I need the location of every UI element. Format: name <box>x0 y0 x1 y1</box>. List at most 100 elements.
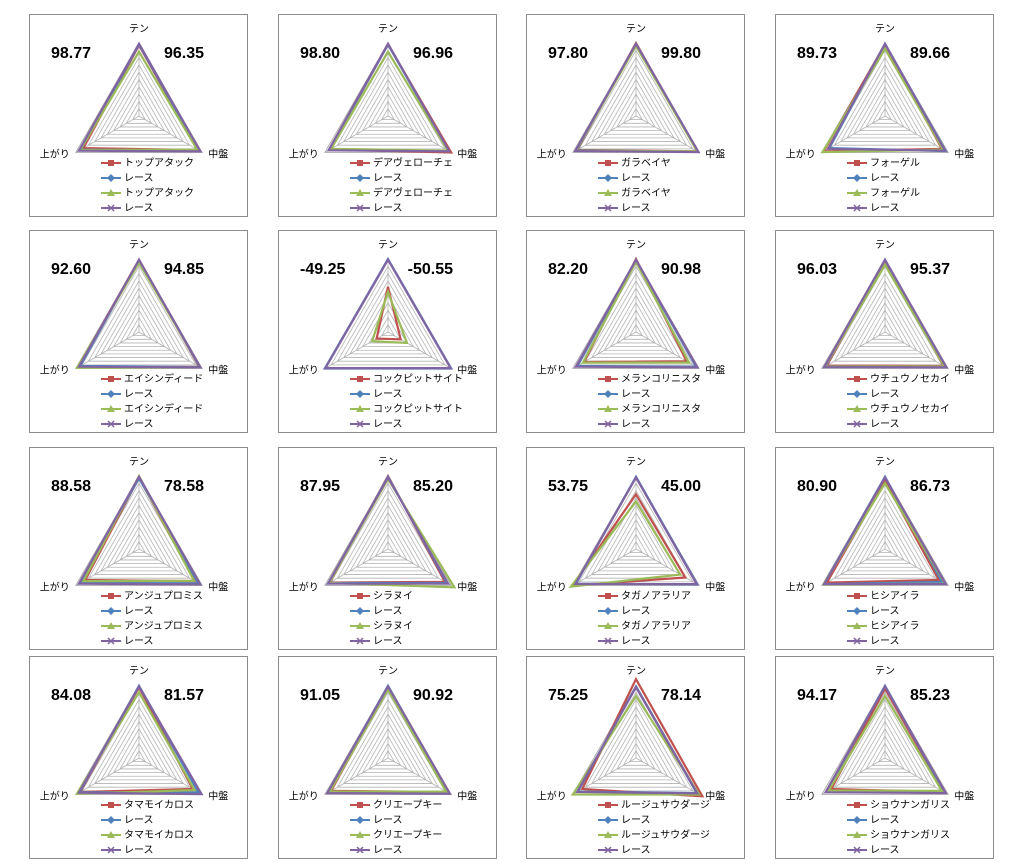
score: 91.05 <box>300 687 340 704</box>
axis-label: 上がり <box>537 581 567 594</box>
legend-marker <box>356 189 364 196</box>
legend-marker <box>108 160 114 166</box>
grid-ring <box>119 526 159 561</box>
grid-ring <box>603 720 669 777</box>
legend-marker <box>605 160 611 166</box>
score: 89.73 <box>797 45 837 62</box>
legend-marker <box>356 390 364 398</box>
grid-ring <box>852 720 918 777</box>
series-line <box>570 492 688 587</box>
spoke <box>572 548 637 586</box>
grid-ring <box>597 71 675 139</box>
legend-marker <box>107 420 115 428</box>
legend-marker <box>853 204 861 212</box>
legend-label: レース <box>621 636 651 647</box>
grid-ring <box>336 489 440 579</box>
grid-ring <box>106 720 172 777</box>
legend-marker <box>604 204 612 212</box>
grid-ring <box>87 272 191 362</box>
grid-ring <box>877 323 893 337</box>
legend-label: アンジュプロミス <box>124 590 203 602</box>
legend-label: フォーゲル <box>870 157 920 169</box>
grid-ring <box>877 749 893 763</box>
grid-ring <box>871 742 899 766</box>
score: 80.90 <box>797 478 837 495</box>
series-line <box>77 41 203 153</box>
legend-label: デアヴェローチェ <box>373 156 453 169</box>
grid-ring <box>368 526 408 561</box>
grid-ring <box>610 86 662 132</box>
grid-ring <box>100 713 178 781</box>
grid-ring <box>94 497 184 575</box>
legend-label: アンジュプロミス <box>124 620 203 632</box>
spoke <box>884 115 949 153</box>
legend-label: ヒシアイラ <box>870 590 920 602</box>
legend-label: レース <box>621 606 651 617</box>
grid-ring <box>610 518 662 564</box>
grid-ring <box>877 540 893 554</box>
legend-label: ガラベイヤ <box>621 157 671 169</box>
grid-ring <box>622 533 650 557</box>
grid-ring <box>603 511 669 568</box>
legend-marker <box>356 174 364 182</box>
spoke <box>138 115 203 153</box>
axis-label: 中盤 <box>208 364 228 377</box>
grid-ring <box>131 540 147 554</box>
legend-marker <box>605 593 611 599</box>
grid-ring <box>840 706 930 784</box>
axis-label: 上がり <box>786 790 816 803</box>
score: 78.14 <box>661 687 701 704</box>
spoke <box>821 331 886 369</box>
grid-ring <box>840 497 930 575</box>
grid-ring <box>871 100 899 124</box>
series-line <box>574 257 700 369</box>
axis-label: 上がり <box>786 364 816 377</box>
legend-label: レース <box>373 203 403 214</box>
legend-label: レース <box>373 173 403 184</box>
score: 87.95 <box>300 478 340 495</box>
grid-ring <box>380 323 396 337</box>
score: 78.58 <box>164 478 204 495</box>
series-line <box>77 257 203 369</box>
legend-marker <box>357 160 363 166</box>
legend-label: レース <box>870 815 900 826</box>
legend-label: レース <box>870 203 900 214</box>
grid-ring <box>871 533 899 557</box>
legend-marker <box>853 607 861 615</box>
axis-label: テン <box>875 240 895 251</box>
grid-ring <box>349 713 427 781</box>
grid-ring <box>865 735 905 770</box>
legend-label: コックピットサイト <box>373 403 463 415</box>
grid-ring <box>846 713 924 781</box>
legend-label: レース <box>621 845 651 856</box>
grid-ring <box>368 735 408 770</box>
axis-label: 上がり <box>40 581 70 594</box>
legend-marker <box>853 390 861 398</box>
spoke <box>138 548 203 586</box>
grid-ring <box>374 100 402 124</box>
grid-ring <box>616 93 656 128</box>
axis-label: 上がり <box>537 364 567 377</box>
grid-ring <box>87 489 191 579</box>
grid-ring <box>343 706 433 784</box>
axis-label: テン <box>626 24 646 35</box>
grid-ring <box>94 706 184 784</box>
legend-marker <box>356 405 364 412</box>
grid-ring <box>628 749 644 763</box>
legend-label: レース <box>124 173 154 184</box>
legend-label: レース <box>124 636 154 647</box>
grid-ring <box>355 78 421 135</box>
grid-ring <box>852 294 918 351</box>
grid-ring <box>100 71 178 139</box>
legend-label: ルージュサウダージ <box>621 828 710 841</box>
grid-ring <box>877 107 893 121</box>
legend-label: レース <box>870 173 900 184</box>
grid-ring <box>374 533 402 557</box>
score: 81.57 <box>164 687 204 704</box>
grid-ring <box>87 698 191 788</box>
legend-label: レース <box>621 815 651 826</box>
